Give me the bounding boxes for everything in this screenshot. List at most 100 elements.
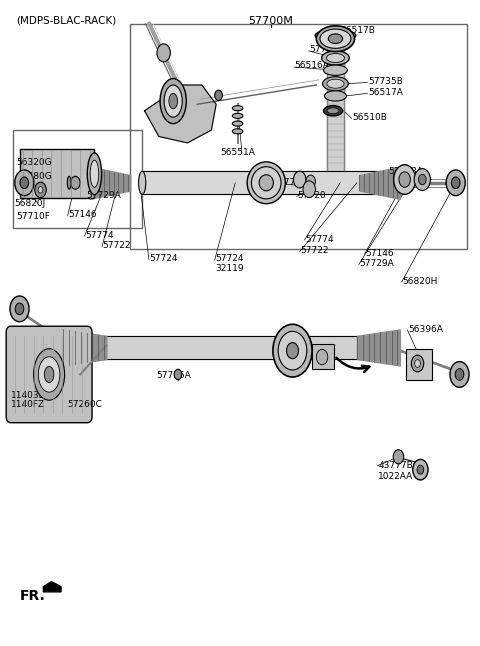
Text: FR.: FR. xyxy=(20,589,45,603)
Text: 57714: 57714 xyxy=(309,45,338,54)
Ellipse shape xyxy=(273,324,312,377)
Ellipse shape xyxy=(87,153,102,194)
Ellipse shape xyxy=(252,167,281,199)
Ellipse shape xyxy=(328,34,343,43)
Text: 57722: 57722 xyxy=(103,242,131,250)
Circle shape xyxy=(399,172,410,187)
Ellipse shape xyxy=(38,357,60,392)
Circle shape xyxy=(393,450,404,464)
Circle shape xyxy=(20,177,29,189)
Text: 57260C: 57260C xyxy=(67,400,102,409)
Circle shape xyxy=(417,465,424,474)
Circle shape xyxy=(15,170,34,196)
Circle shape xyxy=(399,176,408,189)
Text: 57718A: 57718A xyxy=(388,167,423,176)
Text: 57146: 57146 xyxy=(365,249,394,258)
Circle shape xyxy=(15,303,24,315)
Text: (MDPS-BLAC-RACK): (MDPS-BLAC-RACK) xyxy=(16,16,116,26)
Ellipse shape xyxy=(316,349,328,365)
Ellipse shape xyxy=(232,113,243,118)
Text: 57722: 57722 xyxy=(300,247,329,255)
Text: 43777B: 43777B xyxy=(378,461,413,470)
Text: 56820J: 56820J xyxy=(15,199,46,208)
Circle shape xyxy=(450,362,469,388)
Circle shape xyxy=(157,44,170,62)
Text: 57146: 57146 xyxy=(68,211,97,220)
Ellipse shape xyxy=(415,360,420,368)
Bar xyxy=(13,130,142,228)
Bar xyxy=(21,149,95,198)
Ellipse shape xyxy=(44,366,54,382)
Polygon shape xyxy=(43,581,61,592)
Bar xyxy=(130,24,467,249)
Text: 57774: 57774 xyxy=(85,231,114,240)
Ellipse shape xyxy=(232,129,243,134)
Ellipse shape xyxy=(164,85,182,117)
FancyBboxPatch shape xyxy=(6,326,92,422)
Text: 32119: 32119 xyxy=(215,264,244,273)
Text: 56320G: 56320G xyxy=(17,158,52,167)
Ellipse shape xyxy=(259,174,274,191)
Text: 1022AA: 1022AA xyxy=(378,472,414,481)
Circle shape xyxy=(10,296,29,322)
Circle shape xyxy=(35,182,46,198)
Circle shape xyxy=(71,176,80,189)
Text: 56516A: 56516A xyxy=(294,61,329,70)
Ellipse shape xyxy=(160,79,186,123)
Ellipse shape xyxy=(326,54,345,63)
Ellipse shape xyxy=(324,65,348,76)
Ellipse shape xyxy=(327,108,339,114)
Circle shape xyxy=(414,169,431,191)
Circle shape xyxy=(215,90,222,100)
Text: 57720: 57720 xyxy=(297,191,326,200)
Ellipse shape xyxy=(324,105,343,116)
Text: 57719: 57719 xyxy=(278,178,307,187)
Circle shape xyxy=(38,187,43,193)
Circle shape xyxy=(451,177,460,189)
Circle shape xyxy=(174,370,182,380)
Text: 56517A: 56517A xyxy=(368,89,403,98)
Ellipse shape xyxy=(411,355,424,372)
Text: 56517B: 56517B xyxy=(340,26,375,35)
Ellipse shape xyxy=(322,51,349,65)
Text: 57725A: 57725A xyxy=(156,371,191,380)
Text: 1140FZ: 1140FZ xyxy=(11,400,45,409)
Circle shape xyxy=(419,174,426,185)
Ellipse shape xyxy=(139,171,146,194)
Ellipse shape xyxy=(408,176,412,189)
Bar xyxy=(406,349,432,380)
Text: 57710F: 57710F xyxy=(17,213,50,222)
Text: 11403B: 11403B xyxy=(11,391,46,399)
Bar xyxy=(312,344,335,369)
Text: 57735B: 57735B xyxy=(368,77,403,86)
Ellipse shape xyxy=(90,160,99,187)
Text: 56820H: 56820H xyxy=(402,276,438,286)
Ellipse shape xyxy=(247,162,285,203)
Text: 57729A: 57729A xyxy=(360,259,394,268)
Text: 57700M: 57700M xyxy=(249,16,293,26)
Ellipse shape xyxy=(34,349,65,400)
Text: 57774: 57774 xyxy=(305,235,334,244)
Text: 56510B: 56510B xyxy=(352,112,387,121)
Circle shape xyxy=(306,175,315,188)
Circle shape xyxy=(303,181,315,198)
Ellipse shape xyxy=(232,105,243,110)
Ellipse shape xyxy=(316,26,355,52)
Ellipse shape xyxy=(324,91,347,101)
Ellipse shape xyxy=(287,342,299,359)
Ellipse shape xyxy=(327,79,344,89)
Circle shape xyxy=(293,171,306,188)
Text: 57724: 57724 xyxy=(149,254,178,263)
Ellipse shape xyxy=(169,94,178,109)
Text: 56551A: 56551A xyxy=(220,148,255,157)
Ellipse shape xyxy=(67,176,71,189)
Circle shape xyxy=(394,165,416,194)
Text: 56396A: 56396A xyxy=(408,325,443,334)
Text: 57729A: 57729A xyxy=(86,191,121,200)
Ellipse shape xyxy=(315,30,356,41)
Text: 56380G: 56380G xyxy=(17,172,52,181)
Circle shape xyxy=(455,369,464,380)
Ellipse shape xyxy=(232,121,243,126)
Circle shape xyxy=(446,170,465,196)
Ellipse shape xyxy=(278,331,307,370)
